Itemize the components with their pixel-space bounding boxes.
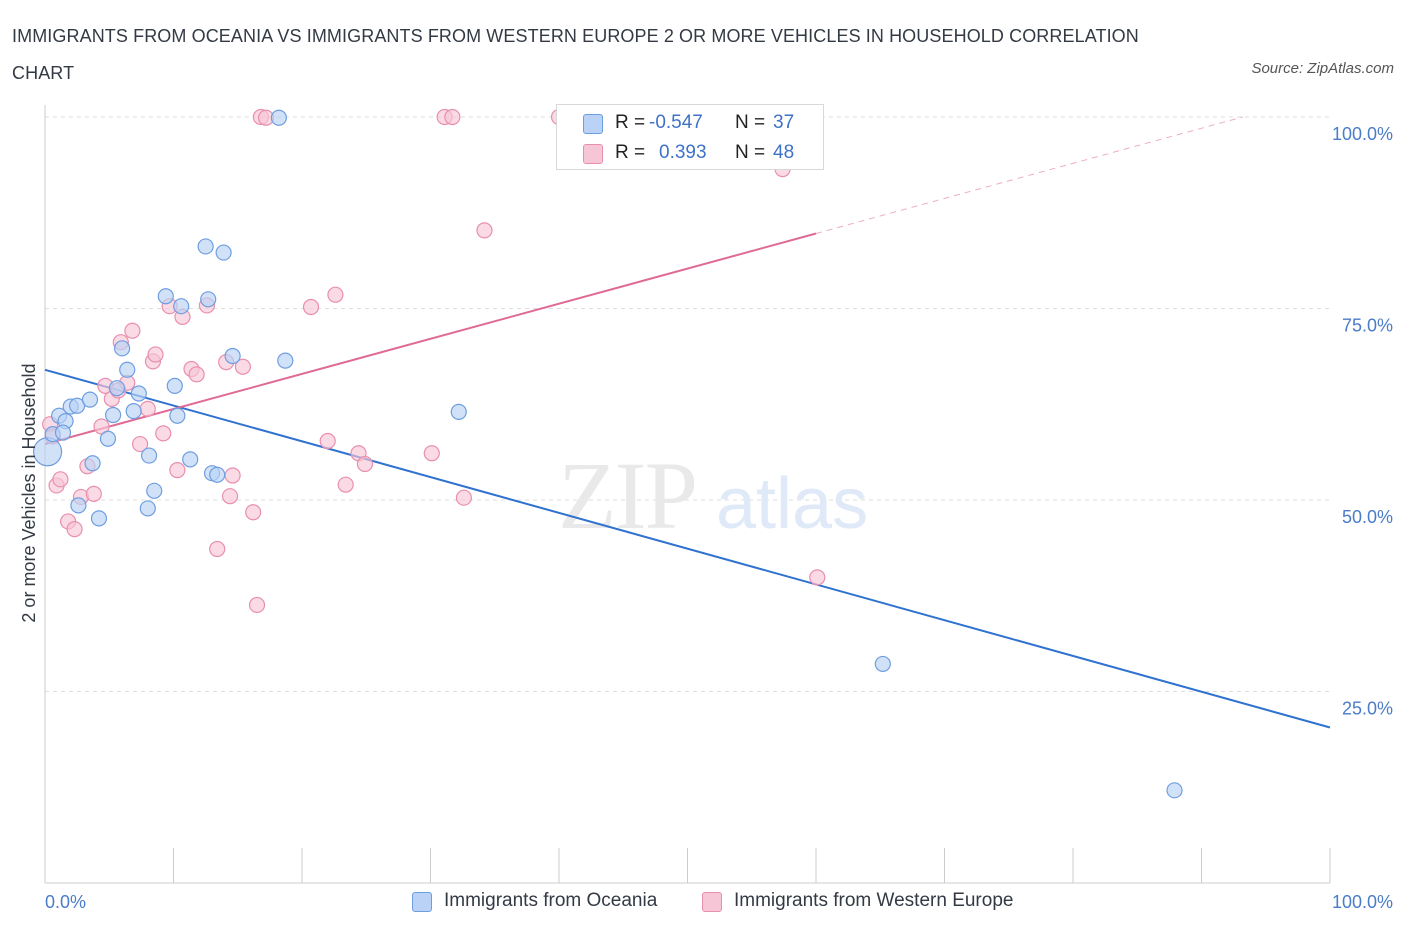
oceania-point [209, 466, 226, 483]
axes [44, 105, 1331, 884]
chart-title: IMMIGRANTS FROM OCEANIA VS IMMIGRANTS FR… [12, 26, 1139, 83]
legend-n-value: 48 [773, 142, 795, 163]
oceania-point [166, 377, 183, 394]
oceania-point [130, 385, 147, 402]
bottom-legend-swatch-western-europe [702, 892, 722, 912]
oceania-point [182, 451, 199, 468]
legend-swatch-oceania [583, 114, 603, 134]
oceania-point [84, 455, 101, 472]
y-axis-label: 2 or more Vehicles in Household [19, 363, 39, 622]
oceania-point [270, 109, 287, 126]
grid-lines [45, 116, 1330, 692]
trend-line-extension [815, 116, 1243, 234]
oceania-point [1166, 782, 1183, 799]
western-europe-point [245, 504, 262, 521]
western-europe-point [85, 485, 102, 502]
oceania-point [125, 403, 142, 420]
legend-n-value: 37 [773, 112, 795, 133]
oceania-point [450, 403, 467, 421]
western-europe-point [66, 521, 83, 538]
oceania-point [90, 510, 108, 527]
western-europe-point [147, 346, 164, 363]
western-europe-point [221, 488, 239, 505]
x-tick-label: 100.0% [1332, 892, 1393, 912]
legend-r-value: 0.393 [659, 142, 707, 163]
x-tick-label: 0.0% [45, 892, 86, 912]
watermark: ZIP atlas [558, 442, 868, 549]
western-europe-point [423, 445, 440, 462]
oceania-point [224, 347, 241, 365]
western-europe-point [302, 298, 320, 316]
y-tick-label: 50.0% [1342, 507, 1393, 527]
oceania-point [197, 238, 214, 255]
oceania-point [157, 288, 174, 305]
legend-r-value: -0.547 [649, 112, 703, 133]
legend-row-western-europe: R = 0.393 N = 48 [557, 139, 823, 169]
y-tick-label: 100.0% [1332, 124, 1393, 144]
oceania-point [140, 447, 158, 464]
oceania-point [169, 407, 186, 424]
legend-row-oceania: R = -0.547 N = 37 [557, 109, 823, 139]
oceania-point [108, 380, 126, 397]
legend-r-label: R = [615, 112, 646, 133]
oceania-point [146, 482, 163, 499]
trend-lines [44, 116, 1331, 729]
western-europe-point [327, 286, 344, 303]
western-europe-point [455, 489, 473, 506]
oceania-point [173, 298, 190, 315]
oceania-point [113, 340, 131, 357]
legend-r-label: R = [615, 142, 646, 163]
y-tick-label: 25.0% [1342, 699, 1393, 719]
tick-labels: 25.0% 50.0% 75.0% 100.0% 0.0% 100.0% [45, 124, 1393, 912]
western-europe-point [52, 471, 69, 488]
western-europe-point [131, 435, 149, 453]
bottom-legend-swatch-oceania [412, 892, 432, 912]
oceania-point [70, 497, 87, 514]
y-tick-label: 75.0% [1342, 316, 1393, 336]
western-europe-point [139, 400, 156, 417]
western-europe-point [169, 462, 186, 479]
western-europe-point [188, 366, 205, 383]
oceania-point [215, 244, 232, 261]
oceania-point [105, 406, 122, 424]
oceania-point [874, 655, 891, 673]
trend-line [44, 368, 1331, 729]
trend-line [44, 232, 817, 446]
watermark-zip: ZIP [558, 442, 696, 549]
western-europe-point [155, 425, 172, 442]
oceania-point [277, 352, 294, 369]
bottom-legend-label-western-europe: Immigrants from Western Europe [734, 890, 1014, 911]
western-europe-point [319, 432, 336, 450]
legend-n-label: N = [735, 112, 766, 133]
western-europe-point [124, 322, 141, 339]
oceania-point [99, 430, 117, 447]
bottom-legend-label-oceania: Immigrants from Oceania [444, 890, 658, 911]
western-europe-point [356, 455, 374, 473]
oceania-point [69, 397, 86, 414]
oceania-point [200, 291, 217, 308]
oceania-point [81, 391, 99, 408]
correlation-legend: R = -0.547 N = 37 R = 0.393 N = 48 [556, 104, 824, 170]
western-europe-point [224, 467, 241, 484]
western-europe-point [809, 569, 826, 586]
legend-n-label: N = [735, 142, 766, 163]
western-europe-point [234, 358, 251, 375]
western-europe-point [476, 222, 493, 239]
oceania-point [139, 500, 156, 517]
oceania-point [54, 424, 72, 441]
western-europe-point [444, 108, 461, 126]
data-points [32, 108, 1183, 799]
western-europe-point [248, 596, 266, 614]
legend-swatch-western-europe [583, 144, 603, 164]
source-credit: Source: ZipAtlas.com [1251, 60, 1394, 77]
western-europe-point [209, 540, 226, 558]
oceania-point [119, 361, 136, 378]
watermark-atlas: atlas [716, 464, 868, 544]
western-europe-point [337, 476, 354, 493]
